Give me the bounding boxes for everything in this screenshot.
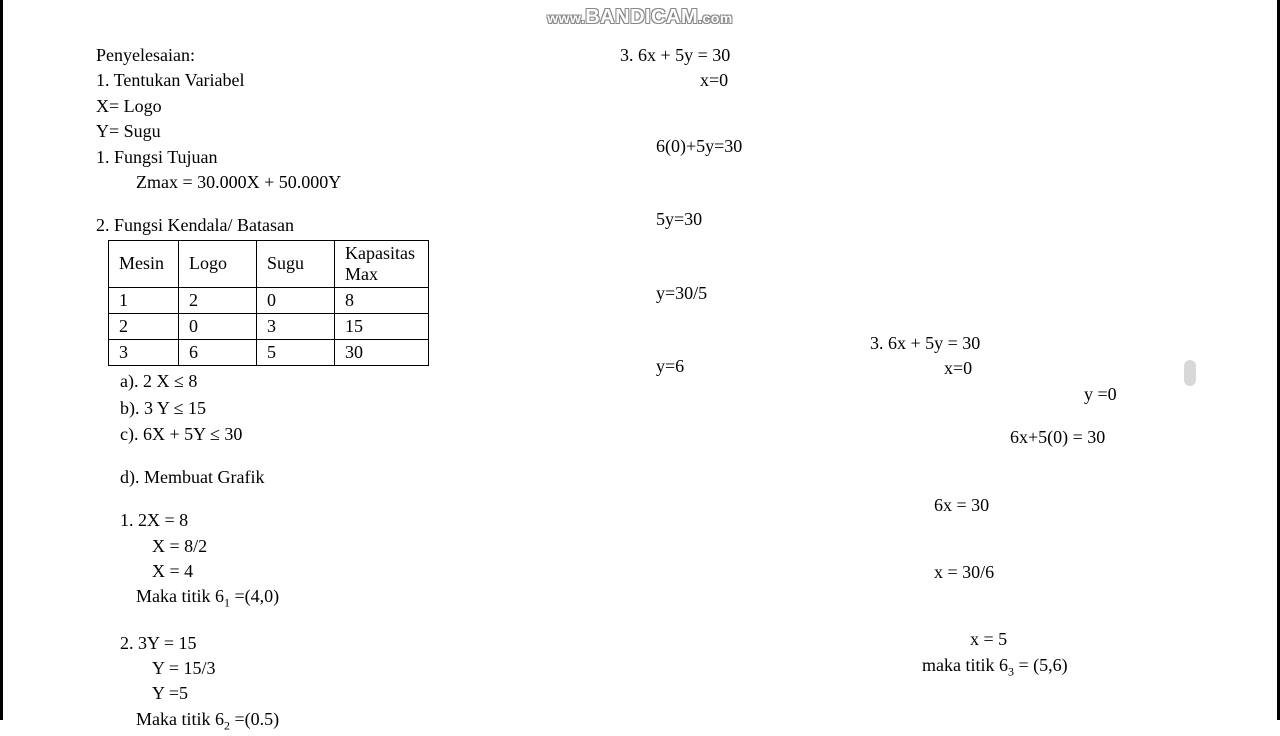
th-logo: Logo <box>179 240 257 287</box>
column-right: 3. 6x + 5y = 30 x=0 y =0 6x+5(0) = 30 6x… <box>870 332 1170 682</box>
watermark-suffix: .com <box>698 10 733 26</box>
th-kapasitas: Kapasitas Max <box>335 240 429 287</box>
eq3-sub1: 6(0)+5y=30 <box>620 135 880 158</box>
constraint-b: b). 3 Y ≤ 15 <box>96 397 516 420</box>
step-fungsi-tujuan: 1. Fungsi Tujuan <box>96 146 516 169</box>
constraint-c: c). 6X + 5Y ≤ 30 <box>96 423 516 446</box>
cell: 15 <box>335 313 429 339</box>
cell: 8 <box>335 287 429 313</box>
eq3b-result: maka titik 63 = (5,6) <box>870 654 1170 680</box>
step-variabel: 1. Tentukan Variabel <box>96 69 516 92</box>
table-header-row: Mesin Logo Sugu Kapasitas Max <box>109 240 429 287</box>
point1-step3: X = 4 <box>96 560 516 583</box>
th-sugu: Sugu <box>257 240 335 287</box>
cell: 30 <box>335 339 429 365</box>
scroll-indicator[interactable] <box>1184 360 1196 386</box>
point2-result: Maka titik 62 =(0.5) <box>96 708 516 734</box>
table-row: 2 0 3 15 <box>109 313 429 339</box>
eq3-sub3: y=30/5 <box>620 282 880 305</box>
eq3-header: 3. 6x + 5y = 30 <box>620 44 880 67</box>
def-x: X= Logo <box>96 95 516 118</box>
point1-text-b: =(4,0) <box>230 586 279 606</box>
point2-text-b: =(0.5) <box>230 709 279 729</box>
eq3-result: y=6 <box>620 355 880 378</box>
point1-result: Maka titik 61 =(4,0) <box>96 585 516 611</box>
point1-step2: X = 8/2 <box>96 535 516 558</box>
heading-penyelesaian: Penyelesaian: <box>96 44 516 67</box>
eq3b-sub3: x = 30/6 <box>870 561 1170 584</box>
eq3-x0: x=0 <box>620 69 880 92</box>
point1-eq: 1. 2X = 8 <box>96 509 516 532</box>
cell: 2 <box>179 287 257 313</box>
zmax-formula: Zmax = 30.000X + 50.000Y <box>96 171 516 194</box>
def-y: Y= Sugu <box>96 120 516 143</box>
eq3-sub2: 5y=30 <box>620 208 880 231</box>
column-left: Penyelesaian: 1. Tentukan Variabel X= Lo… <box>96 44 516 736</box>
table-row: 3 6 5 30 <box>109 339 429 365</box>
eq3b-y0: y =0 <box>870 383 1170 406</box>
point2-eq: 2. 3Y = 15 <box>96 632 516 655</box>
cell: 3 <box>257 313 335 339</box>
eq3b-text-b: = (5,6) <box>1014 655 1068 675</box>
eq3b-sub4: x = 5 <box>870 628 1170 651</box>
cell: 0 <box>257 287 335 313</box>
point2-step2: Y = 15/3 <box>96 657 516 680</box>
column-middle: 3. 6x + 5y = 30 x=0 6(0)+5y=30 5y=30 y=3… <box>620 44 880 380</box>
point2-step3: Y =5 <box>96 682 516 705</box>
eq3b-sub2: 6x = 30 <box>870 494 1170 517</box>
table-row: 1 2 0 8 <box>109 287 429 313</box>
constraint-d: d). Membuat Grafik <box>96 466 516 489</box>
eq3b-sub1: 6x+5(0) = 30 <box>870 426 1170 449</box>
watermark: www.BANDICAM.com <box>547 6 733 29</box>
watermark-prefix: www. <box>547 10 585 26</box>
point2-text-a: Maka titik 6 <box>136 709 224 729</box>
cell: 5 <box>257 339 335 365</box>
watermark-main: BANDICAM <box>585 6 698 28</box>
eq3b-text-a: maka titik 6 <box>922 655 1008 675</box>
cell: 1 <box>109 287 179 313</box>
eq3b-header: 3. 6x + 5y = 30 <box>870 332 1170 355</box>
constraint-table: Mesin Logo Sugu Kapasitas Max 1 2 0 8 2 … <box>108 240 429 366</box>
th-mesin: Mesin <box>109 240 179 287</box>
constraint-a: a). 2 X ≤ 8 <box>96 370 516 393</box>
cell: 6 <box>179 339 257 365</box>
cell: 0 <box>179 313 257 339</box>
eq3b-x0: x=0 <box>870 357 1170 380</box>
step-fungsi-kendala: 2. Fungsi Kendala/ Batasan <box>96 214 516 237</box>
cell: 2 <box>109 313 179 339</box>
cell: 3 <box>109 339 179 365</box>
point1-text-a: Maka titik 6 <box>136 586 224 606</box>
